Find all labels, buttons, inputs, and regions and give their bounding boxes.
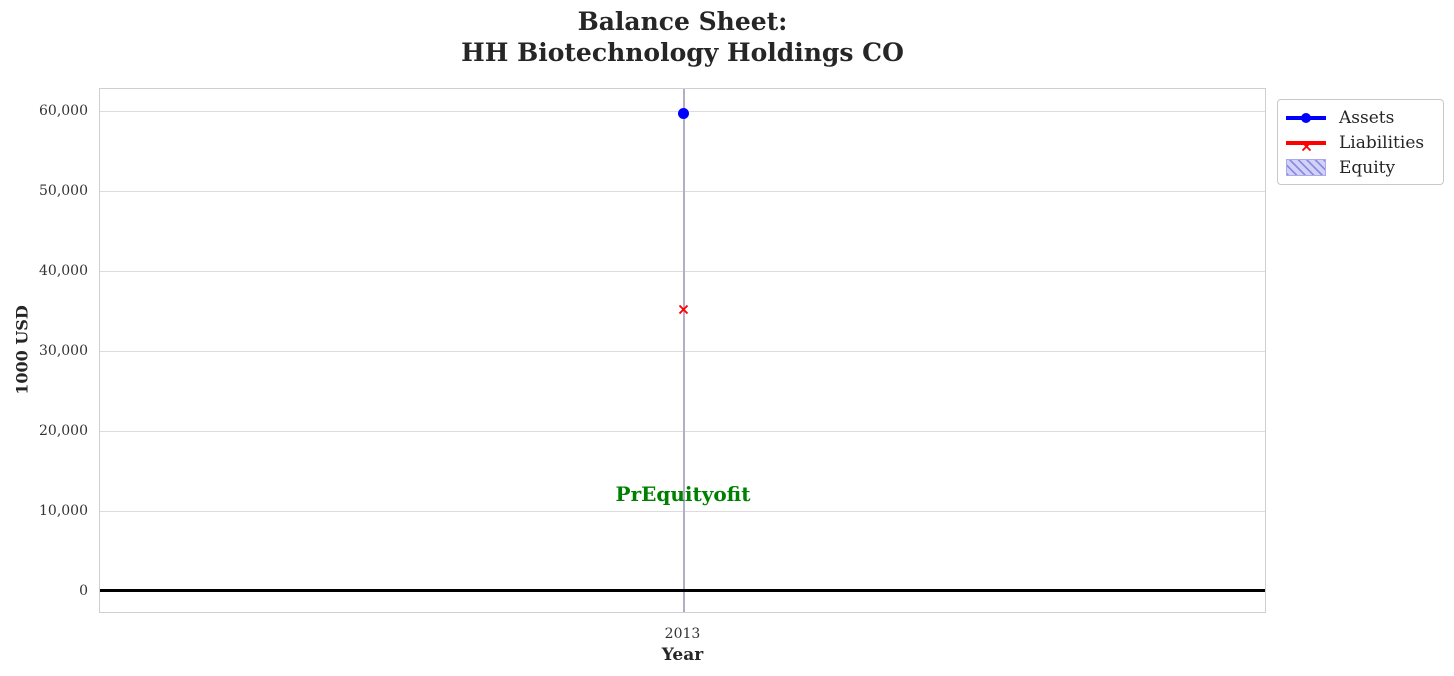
legend-label-equity: Equity <box>1339 157 1396 178</box>
chart-title-line1: Balance Sheet: <box>577 7 788 36</box>
chart-title-line2: HH Biotechnology Holdings CO <box>461 38 904 67</box>
x-tick-2013: 2013 <box>664 626 701 642</box>
plot-area: PrEquityofit <box>99 88 1266 613</box>
liabilities-line-icon <box>1286 141 1326 145</box>
chart-legend: Assets Liabilities Equity <box>1277 99 1444 185</box>
zero-baseline <box>100 589 1265 592</box>
y-tick-40000: 40,000 <box>39 263 88 279</box>
gridline-20000 <box>100 430 1265 432</box>
legend-item-equity: Equity <box>1278 155 1443 180</box>
liabilities-legend-swatch <box>1286 134 1326 152</box>
liabilities-data-point-marker <box>678 300 689 315</box>
x-marker-icon <box>678 304 689 315</box>
assets-circle-marker-icon <box>1301 112 1311 123</box>
equity-profit-annotation: PrEquityofit <box>615 482 751 506</box>
equity-hatched-patch-icon <box>1286 159 1326 176</box>
y-tick-60000: 60,000 <box>39 103 88 119</box>
assets-legend-swatch <box>1286 109 1326 126</box>
liabilities-x-marker-icon <box>1301 137 1312 156</box>
gridline-50000 <box>100 190 1265 192</box>
legend-label-assets: Assets <box>1339 107 1395 128</box>
legend-label-liabilities: Liabilities <box>1339 132 1425 153</box>
y-tick-20000: 20,000 <box>39 423 88 439</box>
gridline-10000 <box>100 510 1265 512</box>
y-tick-0: 0 <box>79 583 88 599</box>
y-tick-50000: 50,000 <box>39 183 88 199</box>
chart-title: Balance Sheet: HH Biotechnology Holdings… <box>99 6 1266 68</box>
y-tick-10000: 10,000 <box>39 503 88 519</box>
legend-item-assets: Assets <box>1278 105 1443 130</box>
assets-data-point-marker <box>678 108 689 119</box>
y-tick-30000: 30,000 <box>39 343 88 359</box>
legend-item-liabilities: Liabilities <box>1278 130 1443 155</box>
gridline-40000 <box>100 270 1265 272</box>
x-axis-label: Year <box>661 645 704 665</box>
equity-legend-swatch <box>1286 159 1326 176</box>
gridline-30000 <box>100 350 1265 352</box>
gridline-2013 <box>683 89 685 612</box>
